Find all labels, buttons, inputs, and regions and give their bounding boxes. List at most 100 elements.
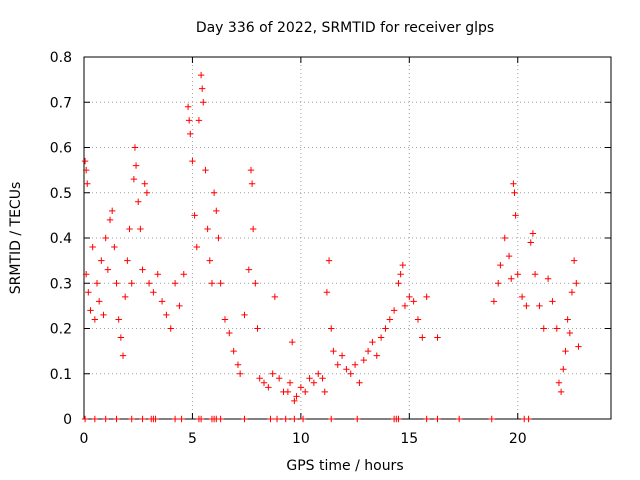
data-point — [269, 370, 276, 377]
data-point — [406, 293, 413, 301]
data-point — [570, 257, 578, 264]
data-point — [230, 347, 237, 355]
data-point — [197, 71, 205, 79]
data-point — [325, 257, 333, 264]
data-point — [171, 280, 179, 287]
data-point — [553, 325, 560, 332]
data-point-zero — [128, 415, 135, 423]
data-point — [382, 325, 389, 332]
data-point — [386, 316, 393, 323]
data-point — [217, 280, 224, 287]
y-tick-label: 0.7 — [50, 95, 72, 111]
data-point — [395, 280, 402, 287]
data-point — [555, 379, 563, 386]
data-point — [163, 311, 170, 319]
data-point — [518, 293, 526, 301]
data-point — [248, 180, 256, 187]
data-point — [141, 180, 148, 187]
data-point — [198, 85, 206, 92]
data-point — [560, 366, 567, 373]
data-point — [213, 207, 220, 215]
data-point — [275, 375, 283, 382]
y-tick-label: 0.3 — [50, 276, 72, 292]
data-point — [215, 234, 222, 242]
data-point — [291, 397, 298, 405]
data-point — [249, 225, 257, 233]
data-point — [124, 257, 131, 264]
x-tick-label: 20 — [509, 431, 527, 447]
data-point-zero — [139, 415, 146, 423]
data-point — [334, 361, 341, 368]
data-point — [297, 384, 305, 391]
data-point — [82, 166, 90, 174]
data-point — [360, 356, 367, 364]
data-point — [288, 338, 296, 346]
data-point — [397, 271, 404, 278]
data-point-zero — [113, 415, 120, 423]
data-point — [575, 343, 582, 350]
grid-layer — [84, 57, 611, 419]
data-point — [529, 230, 537, 237]
data-point — [310, 379, 318, 386]
data-point — [495, 280, 502, 287]
y-tick-label: 0.2 — [50, 322, 72, 338]
data-point — [410, 298, 417, 305]
data-point — [557, 388, 565, 396]
x-tick-label: 10 — [292, 431, 310, 447]
data-point-zero — [267, 415, 274, 423]
data-point-zero — [395, 415, 402, 423]
x-axis-label: GPS time / hours — [286, 458, 403, 474]
data-point — [208, 280, 216, 287]
data-point — [549, 298, 556, 305]
data-point — [234, 361, 242, 368]
data-point-zero — [423, 415, 430, 423]
data-point — [245, 266, 253, 273]
data-point — [512, 212, 519, 219]
data-points — [81, 71, 582, 423]
data-point — [84, 180, 91, 187]
data-point-zero — [273, 415, 281, 423]
data-point — [497, 261, 504, 269]
data-point-zero — [291, 415, 298, 423]
data-point — [423, 293, 430, 301]
y-tick-label: 0 — [63, 412, 72, 428]
data-point — [139, 266, 146, 273]
data-point — [510, 180, 517, 187]
data-point — [187, 130, 194, 138]
data-point — [241, 311, 248, 319]
data-point — [119, 352, 127, 359]
data-point — [221, 316, 229, 323]
data-point-zero — [282, 415, 289, 423]
data-point-zero — [455, 415, 463, 423]
data-point — [247, 166, 255, 174]
data-point — [128, 280, 135, 287]
data-point — [100, 311, 107, 319]
data-point-zero — [171, 415, 179, 423]
data-point — [98, 257, 105, 264]
data-point — [284, 388, 292, 396]
data-point — [306, 375, 313, 382]
data-point — [401, 302, 409, 310]
data-point — [286, 379, 294, 386]
data-point — [184, 103, 192, 110]
data-point — [122, 293, 129, 301]
data-point — [511, 189, 518, 196]
data-point — [82, 271, 90, 278]
data-point-zero — [488, 415, 495, 423]
data-point — [399, 261, 407, 269]
data-point — [369, 338, 376, 346]
data-point-zero — [241, 415, 248, 423]
data-point-zero — [81, 415, 89, 423]
data-point — [131, 144, 139, 151]
data-point — [419, 334, 426, 341]
data-point-zero — [434, 415, 441, 423]
data-point — [271, 293, 279, 301]
data-point — [87, 307, 94, 314]
x-ticks: 0 5 10 15 20 — [80, 57, 527, 447]
data-point — [531, 271, 539, 278]
data-point — [414, 316, 422, 323]
data-point — [315, 370, 322, 377]
data-point — [293, 393, 300, 400]
data-point — [104, 266, 112, 273]
